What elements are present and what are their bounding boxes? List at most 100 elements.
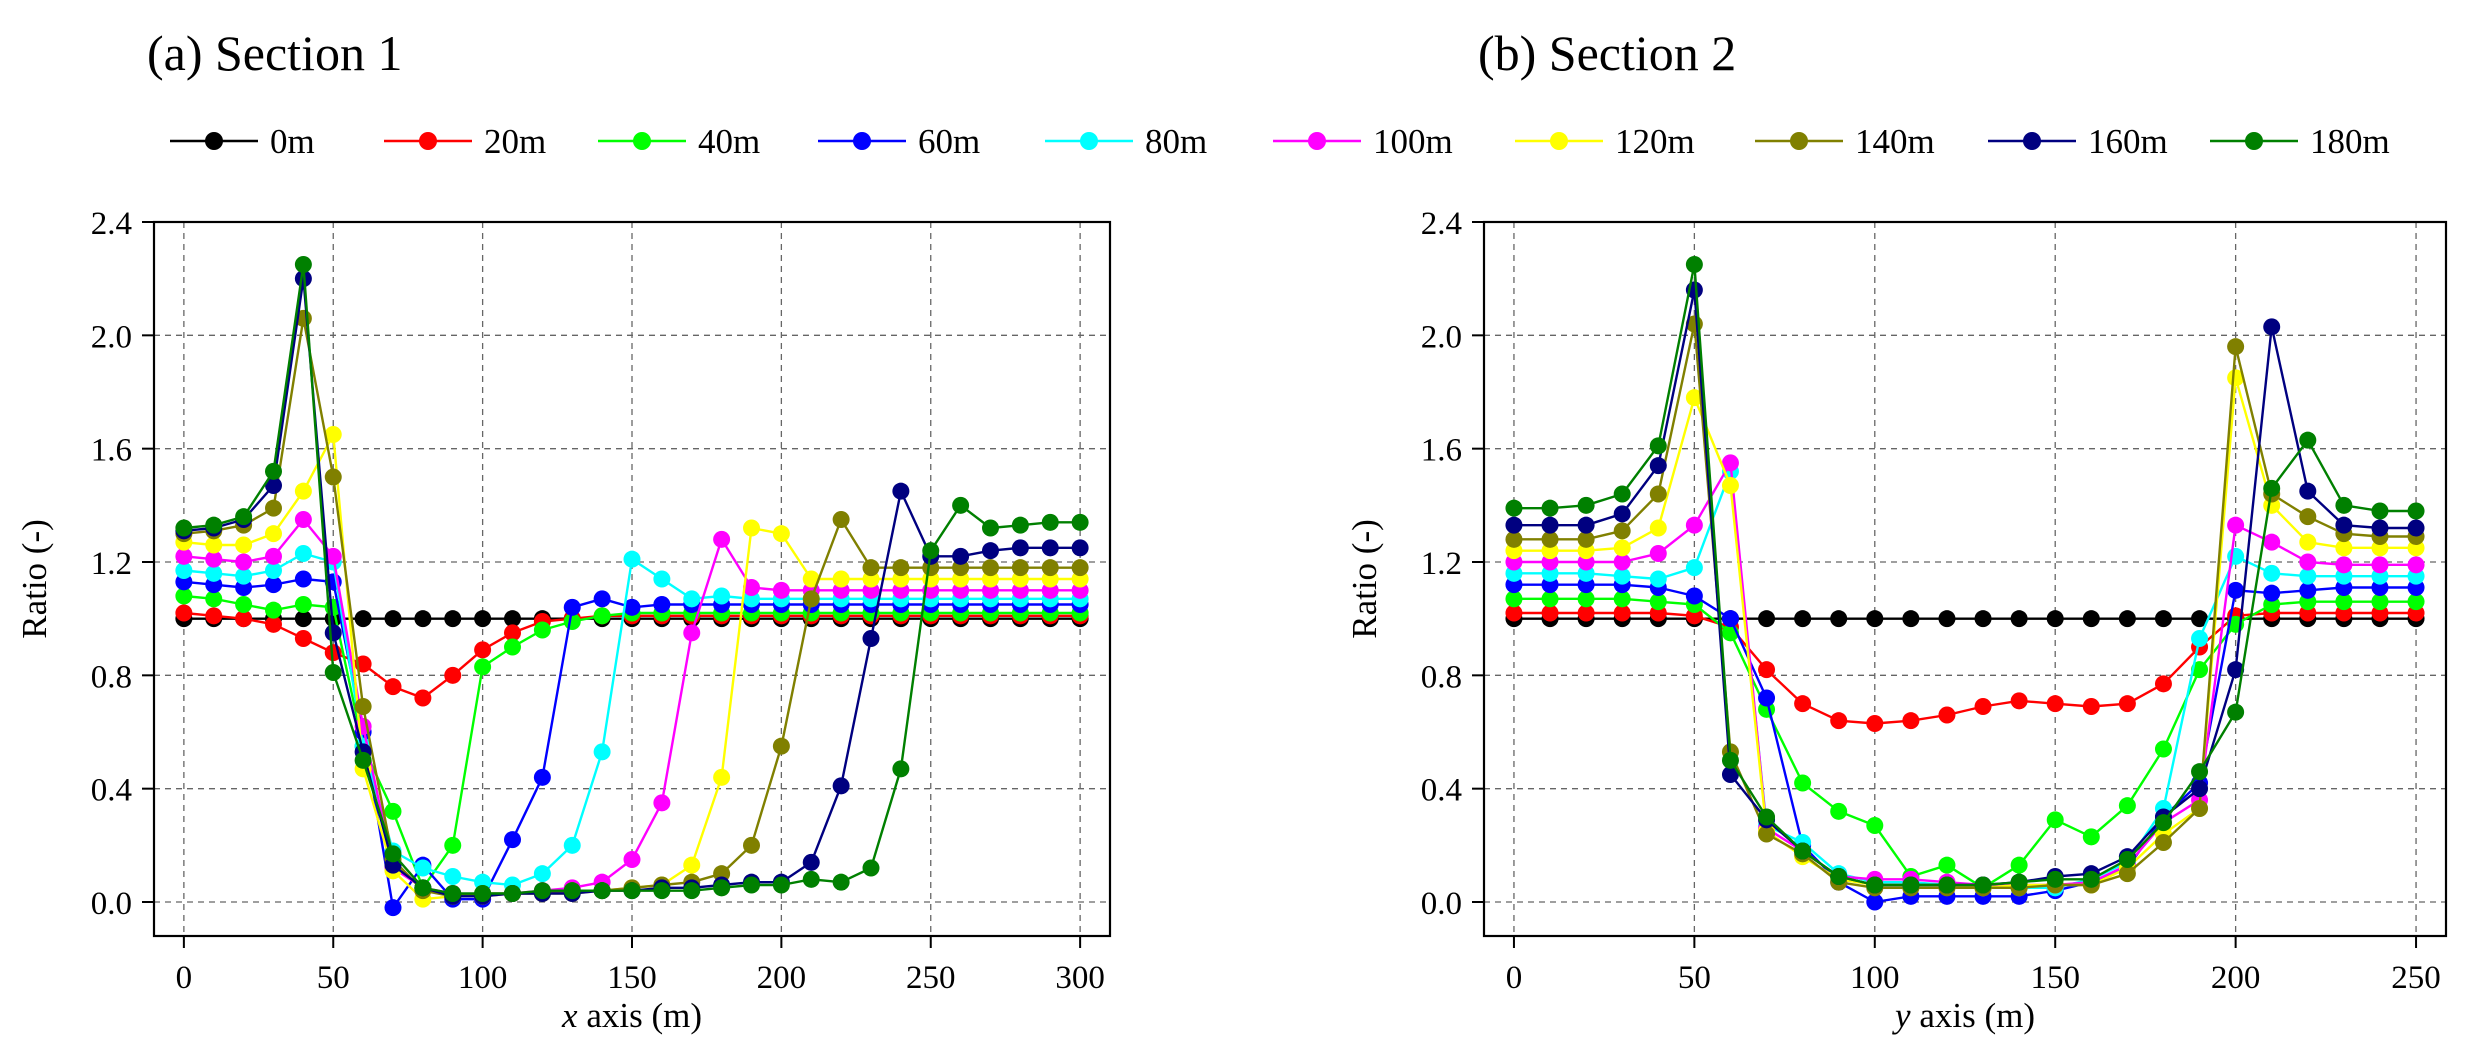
panel-b-point-160m-x0 xyxy=(1505,517,1522,534)
panel-b-point-180m-x20 xyxy=(1578,497,1595,514)
panel-a-point-180m-x300 xyxy=(1072,514,1089,531)
panel-b-point-20m-x170 xyxy=(2119,695,2136,712)
panel-b-point-60m-x50 xyxy=(1686,588,1703,605)
panel-a-point-120m-x170 xyxy=(683,857,700,874)
panel-b-point-180m-x30 xyxy=(1614,486,1631,503)
figure: (a) Section 1 (b) Section 2 0m 20m 40m 60m 8… xyxy=(0,0,2470,1055)
panel-b-point-140m-x40 xyxy=(1650,486,1667,503)
panel-b-point-0m-x140 xyxy=(2011,610,2028,627)
panel-b-point-180m-x50 xyxy=(1686,256,1703,273)
panel-b-point-160m-x230 xyxy=(2335,517,2352,534)
panel-b-point-160m-x40 xyxy=(1650,457,1667,474)
panel-a-point-100m-x160 xyxy=(653,794,670,811)
panel-b-ytick-label-2.4: 2.4 xyxy=(1421,206,1462,242)
panel-a-point-140m-x60 xyxy=(355,698,372,715)
panel-b-point-180m-x130 xyxy=(1975,877,1992,894)
panel-b-point-0m-x150 xyxy=(2047,610,2064,627)
panel-b-title: (b) Section 2 xyxy=(1478,25,1736,81)
panel-b-xtick-label-200: 200 xyxy=(2211,960,2261,996)
panel-a-x-axis-var: x xyxy=(561,996,578,1035)
panel-a-point-60m-x110 xyxy=(504,831,521,848)
panel-b-line-60m xyxy=(1514,585,2416,902)
panel-b-x-axis-label: y axis (m) xyxy=(1892,996,2035,1035)
panel-a-point-40m-x90 xyxy=(444,837,461,854)
panel-a-point-160m-x50 xyxy=(325,624,342,641)
panel-a-point-120m-x190 xyxy=(743,520,760,537)
legend-label-160m: 160m xyxy=(2088,122,2168,161)
panel-a-point-140m-x210 xyxy=(803,590,820,607)
panel-a-point-40m-x70 xyxy=(385,803,402,820)
legend-marker-120m xyxy=(1550,132,1568,150)
panel-b-point-0m-x120 xyxy=(1938,610,1955,627)
panel-b-point-0m-x160 xyxy=(2083,610,2100,627)
panel-a-xtick-label-50: 50 xyxy=(317,960,350,996)
panel-a-xtick-label-250: 250 xyxy=(906,960,956,996)
panel-b-point-180m-x100 xyxy=(1866,877,1883,894)
panel-b-xtick-label-100: 100 xyxy=(1850,960,1900,996)
panel-b-series-20m xyxy=(1505,605,2424,733)
panel-a-point-160m-x300 xyxy=(1072,539,1089,556)
panel-a-point-180m-x220 xyxy=(833,874,850,891)
panel-a-point-140m-x290 xyxy=(1042,559,1059,576)
panel-a-point-180m-x280 xyxy=(1012,517,1029,534)
legend-marker-140m xyxy=(1790,132,1808,150)
legend-label-20m: 20m xyxy=(484,122,546,161)
panel-a-x-axis-label: x axis (m) xyxy=(561,996,702,1035)
panel-b-line-120m xyxy=(1514,378,2416,888)
panel-b-point-180m-x90 xyxy=(1830,868,1847,885)
panel-a-point-160m-x280 xyxy=(1012,539,1029,556)
panel-b-point-20m-x160 xyxy=(2083,698,2100,715)
panel-a-point-120m-x200 xyxy=(773,525,790,542)
panel-b-line-140m xyxy=(1514,324,2416,888)
panel-b-point-0m-x70 xyxy=(1758,610,1775,627)
panel-a-ytick-label-0.8: 0.8 xyxy=(91,659,132,695)
panel-b-point-180m-x0 xyxy=(1505,500,1522,517)
panel-a-point-40m-x20 xyxy=(235,596,252,613)
panel-b-point-80m-x50 xyxy=(1686,559,1703,576)
panel-a-point-40m-x100 xyxy=(474,658,491,675)
panel-b-point-160m-x210 xyxy=(2263,318,2280,335)
panel-a-point-180m-x210 xyxy=(803,871,820,888)
panel-b-point-40m-x180 xyxy=(2155,741,2172,758)
legend-label-120m: 120m xyxy=(1615,122,1695,161)
panel-a-point-180m-x70 xyxy=(385,845,402,862)
panel-b-point-20m-x70 xyxy=(1758,661,1775,678)
panel-a-point-160m-x210 xyxy=(803,854,820,871)
panel-a-point-100m-x200 xyxy=(773,582,790,599)
panel-a-point-160m-x260 xyxy=(952,548,969,565)
panel-b-xtick-label-250: 250 xyxy=(2391,960,2441,996)
panel-b-point-120m-x30 xyxy=(1614,539,1631,556)
panel-b-xtick-label-150: 150 xyxy=(2030,960,2080,996)
panel-b-point-140m-x30 xyxy=(1614,522,1631,539)
panel-b-point-160m-x20 xyxy=(1578,517,1595,534)
panel-a-point-180m-x110 xyxy=(504,885,521,902)
panel-a-point-80m-x80 xyxy=(414,860,431,877)
panel-b-point-80m-x190 xyxy=(2191,630,2208,647)
panel-b-line-100m xyxy=(1514,463,2416,885)
panel-a-point-60m-x130 xyxy=(564,599,581,616)
panel-a-point-60m-x160 xyxy=(653,596,670,613)
panel-a-point-20m-x0 xyxy=(175,605,192,622)
panel-b-point-180m-x160 xyxy=(2083,871,2100,888)
panel-b-point-180m-x60 xyxy=(1722,752,1739,769)
legend-marker-60m xyxy=(853,132,871,150)
panel-b-point-180m-x200 xyxy=(2227,704,2244,721)
panel-a-point-180m-x170 xyxy=(683,882,700,899)
panel-b-point-60m-x200 xyxy=(2227,582,2244,599)
panel-b-point-0m-x80 xyxy=(1794,610,1811,627)
legend-marker-0m xyxy=(205,132,223,150)
panel-b-point-20m-x90 xyxy=(1830,712,1847,729)
panel-a-point-140m-x190 xyxy=(743,837,760,854)
panel-b-point-100m-x250 xyxy=(2408,556,2425,573)
panel-a-point-20m-x80 xyxy=(414,690,431,707)
legend: 0m 20m 40m 60m 80m 100m 120m 140m 160m 180m xyxy=(170,122,2390,161)
panel-a-point-180m-x200 xyxy=(773,877,790,894)
legend-label-40m: 40m xyxy=(698,122,760,161)
panel-b-x-axis-unit: axis (m) xyxy=(1911,996,2035,1035)
panel-b-point-40m-x150 xyxy=(2047,811,2064,828)
panel-a-point-120m-x220 xyxy=(833,571,850,588)
panel-b-point-20m-x100 xyxy=(1866,715,1883,732)
panel-a-point-120m-x20 xyxy=(235,537,252,554)
panel-a-point-120m-x30 xyxy=(265,525,282,542)
panel-a-point-0m-x70 xyxy=(385,610,402,627)
